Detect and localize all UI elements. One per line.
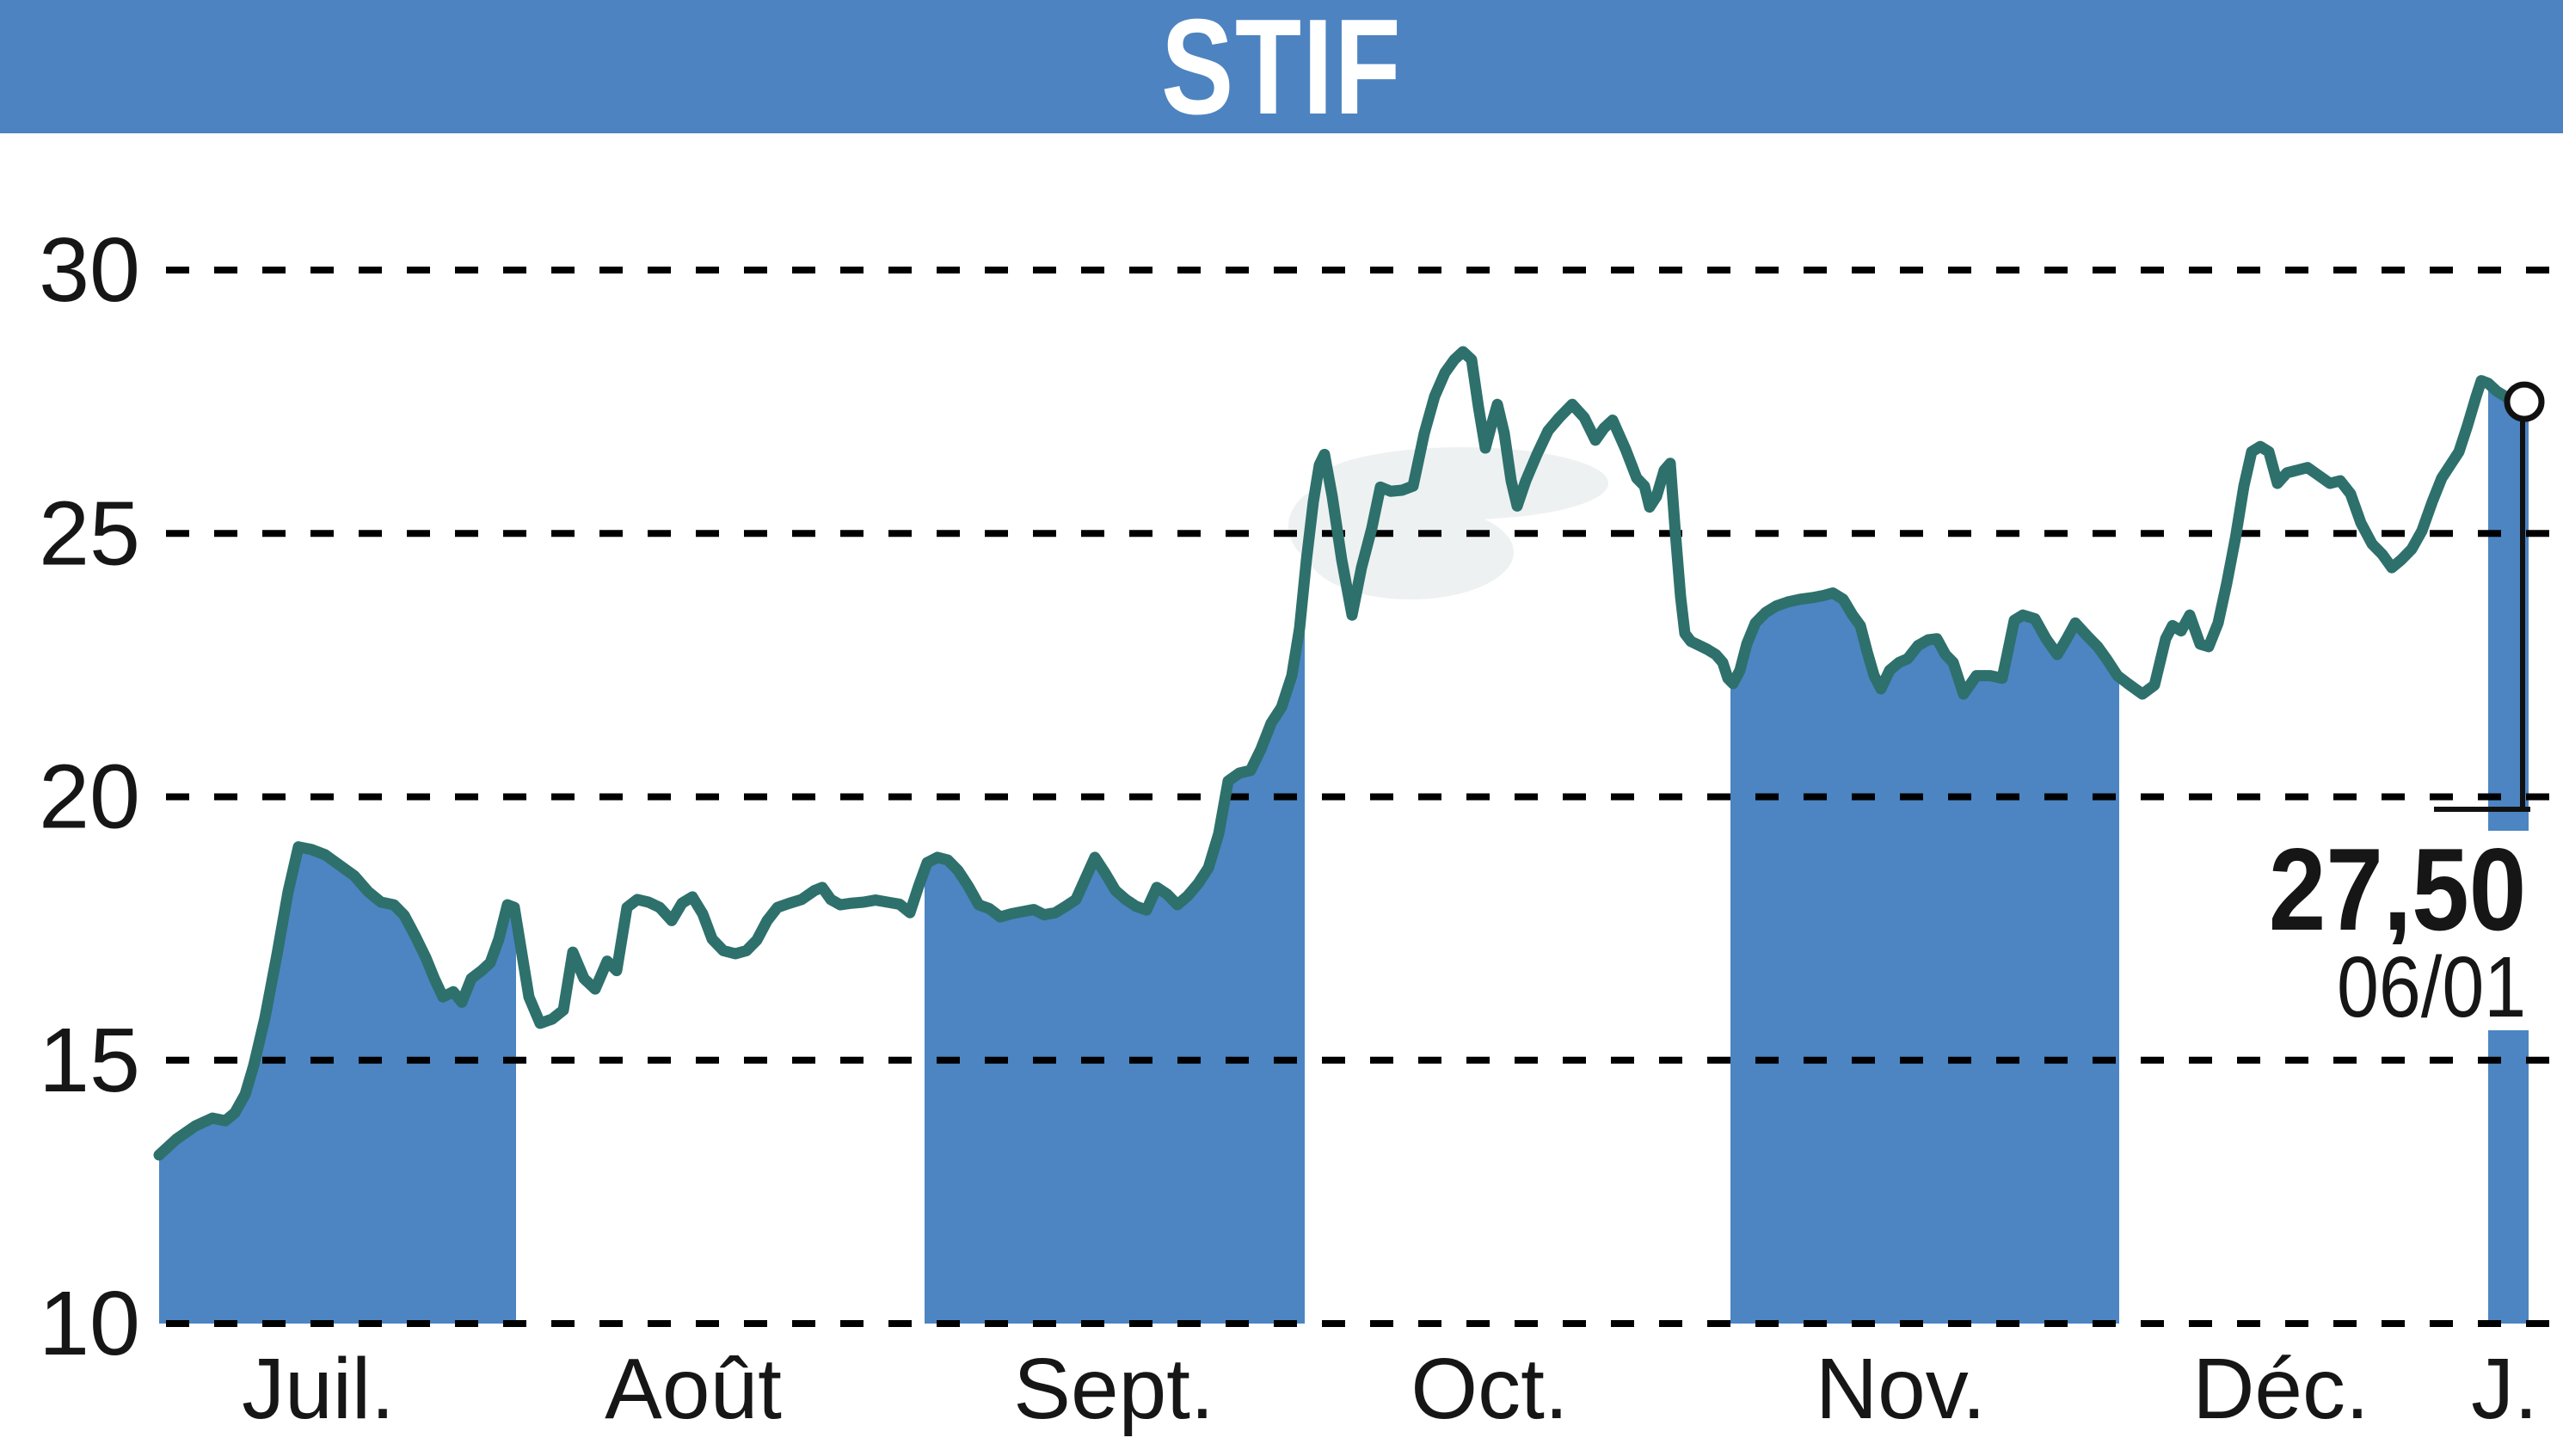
month-area-fill: [1730, 593, 2119, 1324]
instrument-title: STIF: [1160, 0, 1403, 143]
x-axis-label-oct: Oct.: [1411, 1341, 1568, 1437]
last-price-callout-lines: [2434, 402, 2530, 812]
x-axis-label-aot: Août: [605, 1341, 782, 1437]
last-price-marker: [2504, 381, 2545, 422]
y-axis-label-10: 10: [39, 1273, 140, 1374]
month-area-fill: [925, 628, 1305, 1324]
x-axis-label-nov: Nov.: [1816, 1341, 1986, 1437]
last-price-date-label: 06/01: [2310, 944, 2532, 1030]
horizontal-gridlines: [166, 267, 2556, 1327]
x-axis-month-labels: Juil. Août Sept. Oct. Nov. Déc. J.: [242, 1341, 2538, 1437]
y-axis-label-30: 30: [39, 219, 140, 321]
y-axis-labels: 30 25 20 15 10: [39, 219, 140, 1374]
x-axis-label-sept: Sept.: [1013, 1341, 1214, 1437]
price-polyline: [153, 346, 2530, 1161]
x-axis-label-j: J.: [2471, 1341, 2538, 1437]
chart-header-bar: STIF: [0, 0, 2563, 143]
x-axis-label-juil: Juil.: [242, 1341, 395, 1437]
last-price-label: 27,50: [2242, 831, 2532, 948]
last-price-circle-marker: [2504, 381, 2545, 422]
price-line: [153, 346, 2530, 1161]
x-axis-label-dc: Déc.: [2192, 1341, 2369, 1437]
y-axis-label-25: 25: [39, 482, 140, 584]
y-axis-label-15: 15: [39, 1010, 140, 1111]
y-axis-label-20: 20: [39, 746, 140, 848]
month-area-fill: [159, 846, 516, 1324]
